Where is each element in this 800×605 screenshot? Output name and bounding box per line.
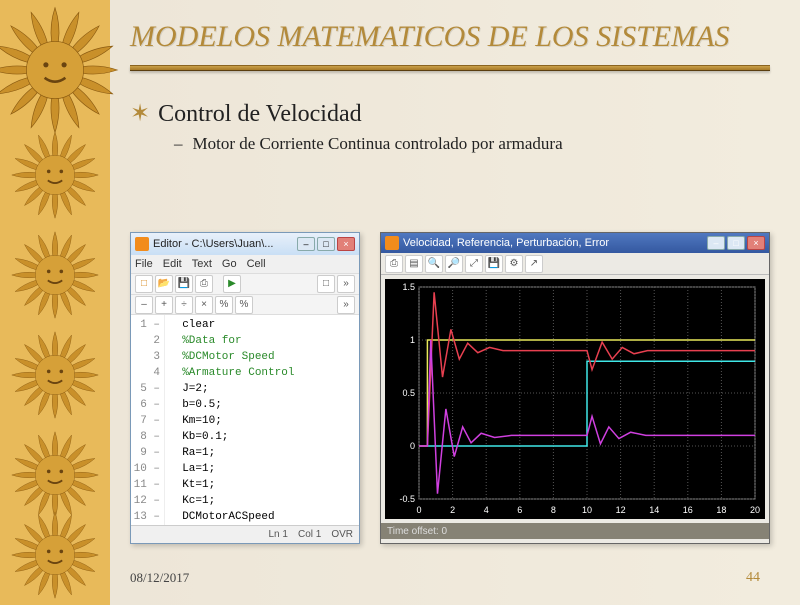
cell-tool-icon[interactable]: –	[135, 296, 153, 314]
svg-text:1: 1	[410, 335, 415, 345]
save-icon[interactable]: 💾	[485, 255, 503, 273]
code-line: clear	[169, 317, 355, 333]
svg-text:0: 0	[416, 505, 421, 515]
code-line: %Armature Control	[169, 365, 355, 381]
matlab-editor-window: Editor - C:\Users\Juan\... – □ × FileEdi…	[130, 232, 360, 544]
close-button[interactable]: ×	[337, 237, 355, 251]
code-line: Km=10;	[169, 413, 355, 429]
svg-text:10: 10	[582, 505, 592, 515]
svg-text:20: 20	[750, 505, 760, 515]
figure-titlebar[interactable]: Velocidad, Referencia, Perturbación, Err…	[381, 233, 769, 253]
code-line: b=0.5;	[169, 397, 355, 413]
more-icon[interactable]: »	[337, 275, 355, 293]
editor-statusbar: Ln 1 Col 1 OVR	[131, 525, 359, 543]
close-button[interactable]: ×	[747, 236, 765, 250]
more-icon[interactable]: »	[337, 296, 355, 314]
code-line: Kt=1;	[169, 477, 355, 493]
zoom-in-icon[interactable]: 🔍	[425, 255, 443, 273]
cell-tool-icon[interactable]: %	[235, 296, 253, 314]
title-rule	[130, 65, 770, 71]
code-line: J=2;	[169, 381, 355, 397]
editor-toolbar-2: –+÷×%% »	[131, 295, 359, 315]
svg-text:8: 8	[551, 505, 556, 515]
sun-decoration-icon	[10, 130, 100, 220]
sun-decoration-icon	[10, 230, 100, 320]
editor-toolbar-1: □ 📂 💾 ⎙ ▶ □ »	[131, 273, 359, 295]
maximize-button[interactable]: □	[727, 236, 745, 250]
svg-text:16: 16	[683, 505, 693, 515]
bullet-level-1: Control de Velocidad	[130, 99, 770, 128]
code-line: Ra=1;	[169, 445, 355, 461]
svg-text:18: 18	[716, 505, 726, 515]
status-ovr: OVR	[331, 529, 353, 540]
code-line: %Data for	[169, 333, 355, 349]
minimize-button[interactable]: –	[297, 237, 315, 251]
sun-decoration-icon	[0, 5, 120, 135]
cell-tool-icon[interactable]: %	[215, 296, 233, 314]
autoscale-icon[interactable]: ⤢	[465, 255, 483, 273]
code-line: Kc=1;	[169, 493, 355, 509]
code-line: La=1;	[169, 461, 355, 477]
print-icon[interactable]: ⎙	[195, 275, 213, 293]
figure-toolbar: ⎙ ▤ 🔍 🔎 ⤢ 💾 ⚙ ↗	[381, 253, 769, 275]
svg-text:0: 0	[410, 441, 415, 451]
editor-titlebar[interactable]: Editor - C:\Users\Juan\... – □ ×	[131, 233, 359, 255]
svg-text:14: 14	[649, 505, 659, 515]
menu-text[interactable]: Text	[192, 258, 212, 270]
cell-tool-icon[interactable]: +	[155, 296, 173, 314]
print-icon[interactable]: ⎙	[385, 255, 403, 273]
svg-text:6: 6	[517, 505, 522, 515]
bullet-level-2: Motor de Corriente Continua controlado p…	[174, 134, 770, 154]
editor-gutter: 1 –2345 –6 –7 –8 –9 –10 –11 –12 –13 –	[131, 315, 165, 525]
cell-tool-icon[interactable]: ÷	[175, 296, 193, 314]
maximize-button[interactable]: □	[317, 237, 335, 251]
editor-title-text: Editor - C:\Users\Juan\...	[153, 238, 297, 250]
svg-text:-0.5: -0.5	[399, 494, 415, 504]
settings-icon[interactable]: ⚙	[505, 255, 523, 273]
save-icon[interactable]: 💾	[175, 275, 193, 293]
open-file-icon[interactable]: 📂	[155, 275, 173, 293]
svg-text:2: 2	[450, 505, 455, 515]
editor-body[interactable]: 1 –2345 –6 –7 –8 –9 –10 –11 –12 –13 – cl…	[131, 315, 359, 525]
menu-cell[interactable]: Cell	[247, 258, 266, 270]
cell-tool-icon[interactable]: ×	[195, 296, 213, 314]
matlab-icon	[135, 237, 149, 251]
code-line: Kb=0.1;	[169, 429, 355, 445]
editor-code[interactable]: clear %Data for %DCMotor Speed %Armature…	[165, 315, 359, 525]
menu-edit[interactable]: Edit	[163, 258, 182, 270]
svg-text:0.5: 0.5	[402, 388, 415, 398]
plot-area[interactable]: 02468101214161820-0.500.511.5	[385, 279, 765, 519]
plot-svg: 02468101214161820-0.500.511.5	[385, 279, 765, 519]
svg-text:1.5: 1.5	[402, 282, 415, 292]
svg-text:12: 12	[616, 505, 626, 515]
sun-decoration-icon	[10, 330, 100, 420]
editor-menubar: File Edit Text Go Cell	[131, 255, 359, 273]
new-file-icon[interactable]: □	[135, 275, 153, 293]
menu-file[interactable]: File	[135, 258, 153, 270]
zoom-out-icon[interactable]: 🔎	[445, 255, 463, 273]
sun-decoration-icon	[10, 510, 100, 600]
svg-text:4: 4	[484, 505, 489, 515]
status-line: Ln 1	[269, 529, 288, 540]
figure-footer: Time offset: 0	[381, 523, 769, 539]
matlab-icon	[385, 236, 399, 250]
slide-page-number: 44	[746, 570, 760, 586]
sun-decoration-icon	[10, 430, 100, 520]
slide-date: 08/12/2017	[130, 570, 189, 586]
run-icon[interactable]: ▶	[223, 275, 241, 293]
matlab-figure-window: Velocidad, Referencia, Perturbación, Err…	[380, 232, 770, 544]
minimize-button[interactable]: –	[707, 236, 725, 250]
code-line: %DCMotor Speed	[169, 349, 355, 365]
params-icon[interactable]: ▤	[405, 255, 423, 273]
box-icon[interactable]: □	[317, 275, 335, 293]
code-line: DCMotorACSpeed	[169, 509, 355, 525]
status-col: Col 1	[298, 529, 321, 540]
float-icon[interactable]: ↗	[525, 255, 543, 273]
slide-title: MODELOS MATEMATICOS DE LOS SISTEMAS	[130, 20, 770, 55]
menu-go[interactable]: Go	[222, 258, 237, 270]
figure-title-text: Velocidad, Referencia, Perturbación, Err…	[403, 237, 707, 249]
